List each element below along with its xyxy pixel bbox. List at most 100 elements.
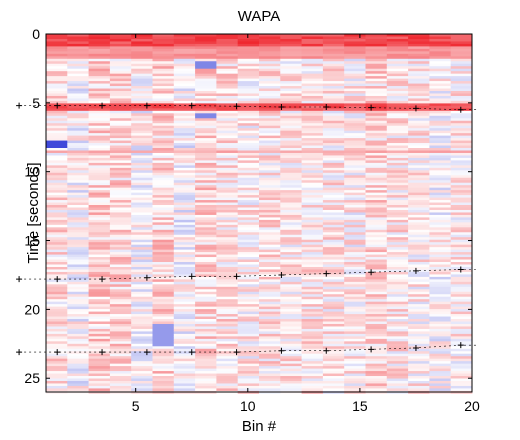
heatmap-cell [386,212,409,216]
heatmap-cell [237,304,260,308]
heatmap-cell [280,304,302,308]
heatmap-cell [386,66,409,70]
heatmap-cell [259,152,281,156]
heatmap-cell [386,281,409,285]
heatmap-cell [195,301,217,305]
heatmap-cell [88,373,111,377]
heatmap-cell [429,118,452,122]
heatmap-cell [280,175,302,179]
heatmap-cell [280,301,302,305]
heatmap-cell [46,130,68,134]
heatmap-cell [109,202,132,206]
heatmap-cell [195,356,217,360]
track-marker [143,102,150,109]
heatmap-cell [46,167,68,171]
heatmap-cell [280,123,302,127]
heatmap-cell [429,232,452,236]
heatmap-cell [429,167,452,171]
heatmap-cell [195,180,217,184]
heatmap-cell [109,388,132,392]
heatmap-cell [67,170,89,174]
heatmap-cell [46,143,68,146]
heatmap-cell [67,83,89,87]
heatmap-cell [386,190,409,194]
heatmap-cell [429,91,452,94]
heatmap-cell [301,309,324,312]
heatmap-cell [195,276,217,280]
x-tick-label: 15 [352,398,368,414]
heatmap-cell [131,36,153,40]
heatmap-cell [46,378,68,382]
heatmap-cell [429,380,452,384]
heatmap-cell [109,279,132,283]
heatmap-cell [131,323,153,327]
heatmap-cell [237,190,260,194]
heatmap-cell [386,321,409,325]
heatmap-cell [429,239,452,243]
heatmap-cell [216,346,239,350]
heatmap-cell [109,123,132,127]
heatmap-cell [195,172,217,176]
heatmap-cell [195,232,217,236]
heatmap-cell [450,180,473,184]
heatmap-cell [365,162,388,166]
heatmap-cell [109,120,132,124]
heatmap-cell [344,353,366,357]
heatmap-cell [67,209,89,213]
heatmap-cell [301,281,324,285]
heatmap-cell [429,120,452,124]
heatmap-cell [88,187,111,191]
heatmap-cell [88,177,111,181]
heatmap-cell [344,323,366,327]
heatmap-cell [386,289,409,293]
heatmap-cell [88,76,111,80]
heatmap-cell [67,155,89,159]
heatmap-cell [195,68,217,72]
heatmap-cell [386,252,409,255]
heatmap-cell [344,371,366,374]
heatmap-cell [450,284,473,288]
heatmap-cell [259,110,281,114]
heatmap-cell [46,338,68,342]
heatmap-cell [450,93,473,97]
heatmap-cell [131,98,153,102]
heatmap-cell [280,289,302,293]
heatmap-cell [344,252,366,255]
heatmap-cell [195,58,217,62]
heatmap-cell [259,348,281,352]
heatmap-cell [408,78,430,82]
heatmap-cell [131,306,153,310]
heatmap-cell [365,237,388,241]
heatmap-cell [88,222,111,226]
heatmap-cell [450,145,473,149]
heatmap-cell [344,41,366,45]
heatmap-cell [429,252,452,255]
heatmap-cell [88,68,111,72]
heatmap-cell [237,316,260,320]
heatmap-cell [216,289,239,293]
heatmap-cell [408,133,430,137]
heatmap-cell [152,336,175,340]
heatmap-cell [344,351,366,355]
heatmap-cell [216,148,239,151]
heatmap-cell [173,207,196,211]
heatmap-cell [344,202,366,206]
heatmap-cell [152,229,175,233]
heatmap-cell [237,281,260,285]
heatmap-cell [450,301,473,305]
heatmap-cell [109,182,132,186]
heatmap-cell [301,103,324,107]
heatmap-cell [365,274,388,278]
heatmap-cell [344,71,366,75]
heatmap-cell [152,371,175,374]
heatmap-cell [365,133,388,137]
heatmap-cell [88,148,111,151]
heatmap-cell [259,81,281,84]
heatmap-cell [301,152,324,156]
heatmap-cell [88,108,111,112]
heatmap-cell [237,143,260,146]
heatmap-cell [301,91,324,94]
heatmap-cell [131,148,153,151]
heatmap-cell [216,160,239,164]
heatmap-cell [386,222,409,226]
